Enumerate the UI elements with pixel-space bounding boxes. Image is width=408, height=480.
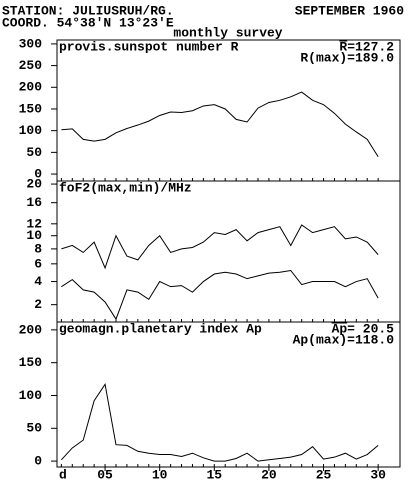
y-tick-label: 0 xyxy=(34,454,42,469)
panel-title: geomagn.planetary index Ap xyxy=(59,321,262,336)
data-line xyxy=(61,224,379,270)
y-tick-label: 100 xyxy=(19,388,43,403)
y-tick-label: 200 xyxy=(19,322,43,337)
y-tick-label: 150 xyxy=(19,355,43,370)
x-label: d xyxy=(59,467,67,480)
y-tick-label: 0 xyxy=(34,166,42,181)
annotation: Ap(max)=118.0 xyxy=(293,332,395,347)
coord: COORD. 54°38'N 13°23'E xyxy=(2,15,174,30)
y-tick-label: 20 xyxy=(26,176,42,191)
annotation: R(max)=189.0 xyxy=(300,50,394,65)
y-tick-label: 4 xyxy=(34,274,42,289)
y-tick-label: 2 xyxy=(34,297,42,312)
x-tick-label: 25 xyxy=(316,467,332,480)
y-tick-label: 50 xyxy=(26,421,42,436)
panel-frame xyxy=(56,180,401,323)
y-tick-label: 50 xyxy=(26,145,42,160)
y-tick-label: 12 xyxy=(26,216,42,231)
data-line xyxy=(61,91,379,157)
y-tick-label: 300 xyxy=(19,36,43,51)
x-tick-label: 05 xyxy=(97,467,113,480)
data-line xyxy=(61,269,379,321)
y-tick-label: 6 xyxy=(34,256,42,271)
y-tick-label: 250 xyxy=(19,58,43,73)
x-tick-label: 10 xyxy=(152,467,168,480)
date: SEPTEMBER 1960 xyxy=(295,3,404,18)
y-tick-label: 150 xyxy=(19,101,43,116)
data-line xyxy=(61,383,379,462)
annotation: R=127.2 xyxy=(339,39,394,54)
subtitle: monthly survey xyxy=(173,25,282,40)
y-tick-label: 100 xyxy=(19,123,43,138)
x-tick-label: 20 xyxy=(261,467,277,480)
station: STATION: JULIUSRUH/RG. xyxy=(2,3,174,18)
panel-frame xyxy=(56,321,401,468)
x-tick-label: 15 xyxy=(206,467,222,480)
annotation: Ap= 20.5 xyxy=(332,321,395,336)
y-tick-label: 16 xyxy=(26,195,42,210)
panel-title: provis.sunspot number R xyxy=(59,39,239,54)
y-tick-label: 8 xyxy=(34,241,42,256)
y-tick-label: 200 xyxy=(19,80,43,95)
x-tick-label: 30 xyxy=(370,467,386,480)
panel-title: foF2(max,min)/MHz xyxy=(59,180,192,195)
y-tick-label: 10 xyxy=(26,228,42,243)
